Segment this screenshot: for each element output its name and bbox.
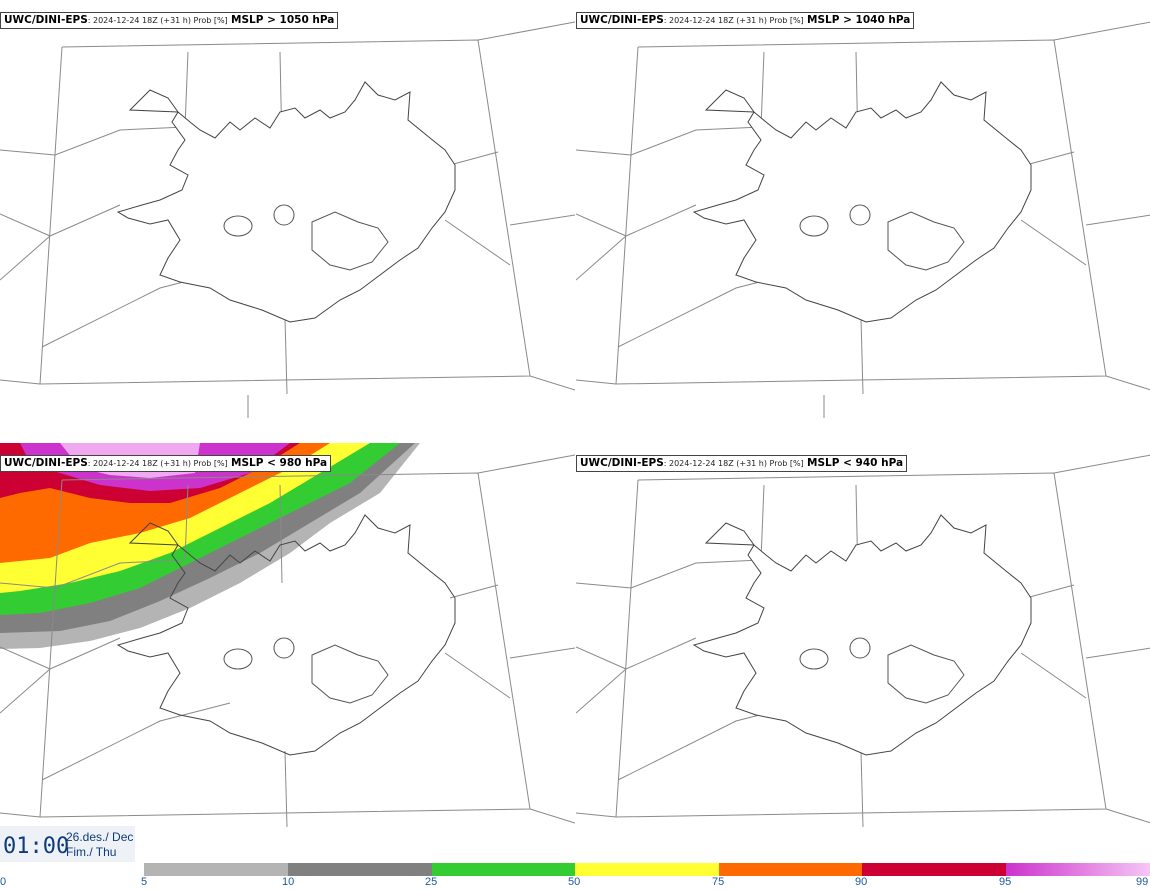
colorbar-segment bbox=[1006, 863, 1150, 876]
colorbar-tick: 25 bbox=[425, 876, 438, 888]
field-name: MSLP < 940 hPa bbox=[807, 457, 904, 469]
run-info: : 2024-12-24 18Z (+31 h) Prob [%] bbox=[87, 459, 228, 468]
colorbar-segment bbox=[288, 863, 432, 876]
colorbar-tick: 5 bbox=[141, 876, 148, 888]
region-boundaries bbox=[576, 21, 1150, 418]
panel-title: UWC/DINI-EPS: 2024-12-24 18Z (+31 h) Pro… bbox=[576, 455, 908, 472]
colorbar-segment bbox=[144, 863, 288, 876]
panel-title: UWC/DINI-EPS: 2024-12-24 18Z (+31 h) Pro… bbox=[0, 455, 332, 472]
colorbar-tick: 0 bbox=[0, 876, 7, 888]
region-boundaries bbox=[0, 454, 575, 828]
colorbar-tick: 75 bbox=[712, 876, 725, 888]
colorbar-segment bbox=[575, 863, 719, 876]
model-name: UWC/DINI-EPS bbox=[4, 14, 88, 26]
model-name: UWC/DINI-EPS bbox=[4, 457, 88, 469]
glaciers bbox=[223, 637, 389, 704]
valid-weekday: Fim./ Thu bbox=[66, 845, 117, 859]
map-panel-mslp-lt-940: UWC/DINI-EPS: 2024-12-24 18Z (+31 h) Pro… bbox=[576, 443, 1150, 861]
model-name: UWC/DINI-EPS bbox=[580, 457, 664, 469]
run-info: : 2024-12-24 18Z (+31 h) Prob [%] bbox=[663, 16, 804, 25]
valid-time-box: 01:00 26.des./ Dec Fim./ Thu bbox=[0, 826, 135, 862]
valid-time-clock: 01:00 bbox=[3, 834, 70, 859]
panel-title: UWC/DINI-EPS: 2024-12-24 18Z (+31 h) Pro… bbox=[576, 12, 915, 29]
field-name: MSLP < 980 hPa bbox=[231, 457, 328, 469]
colorbar-segment bbox=[432, 863, 575, 876]
field-name: MSLP > 1040 hPa bbox=[807, 14, 911, 26]
map-canvas bbox=[0, 443, 575, 828]
colorbar-tick: 10 bbox=[282, 876, 295, 888]
glaciers bbox=[799, 204, 965, 271]
model-name: UWC/DINI-EPS bbox=[580, 14, 664, 26]
map-canvas bbox=[576, 454, 1150, 828]
probability-colorbar: 0 5 10 25 50 75 90 95 99 bbox=[0, 862, 1150, 891]
glaciers bbox=[799, 637, 965, 704]
region-boundaries bbox=[0, 21, 575, 418]
valid-date: 26.des./ Dec bbox=[66, 830, 134, 844]
colorbar-segment bbox=[862, 863, 1006, 876]
colorbar-tick: 95 bbox=[999, 876, 1012, 888]
iceland-coastline bbox=[116, 514, 456, 756]
colorbar-tick: 99 bbox=[1136, 876, 1149, 888]
field-name: MSLP > 1050 hPa bbox=[231, 14, 335, 26]
map-panel-mslp-gt-1050: UWC/DINI-EPS: 2024-12-24 18Z (+31 h) Pro… bbox=[0, 0, 575, 418]
colorbar-tick: 50 bbox=[568, 876, 581, 888]
run-info: : 2024-12-24 18Z (+31 h) Prob [%] bbox=[663, 459, 804, 468]
colorbar-segment bbox=[719, 863, 862, 876]
probability-fill bbox=[0, 443, 420, 649]
colorbar-tick: 90 bbox=[855, 876, 868, 888]
glaciers bbox=[223, 204, 389, 271]
run-info: : 2024-12-24 18Z (+31 h) Prob [%] bbox=[87, 16, 228, 25]
map-panel-mslp-gt-1040: UWC/DINI-EPS: 2024-12-24 18Z (+31 h) Pro… bbox=[576, 0, 1150, 418]
map-canvas bbox=[0, 21, 575, 418]
panel-title: UWC/DINI-EPS: 2024-12-24 18Z (+31 h) Pro… bbox=[0, 12, 339, 29]
map-panel-mslp-lt-980: UWC/DINI-EPS: 2024-12-24 18Z (+31 h) Pro… bbox=[0, 443, 575, 861]
map-canvas bbox=[576, 21, 1150, 418]
